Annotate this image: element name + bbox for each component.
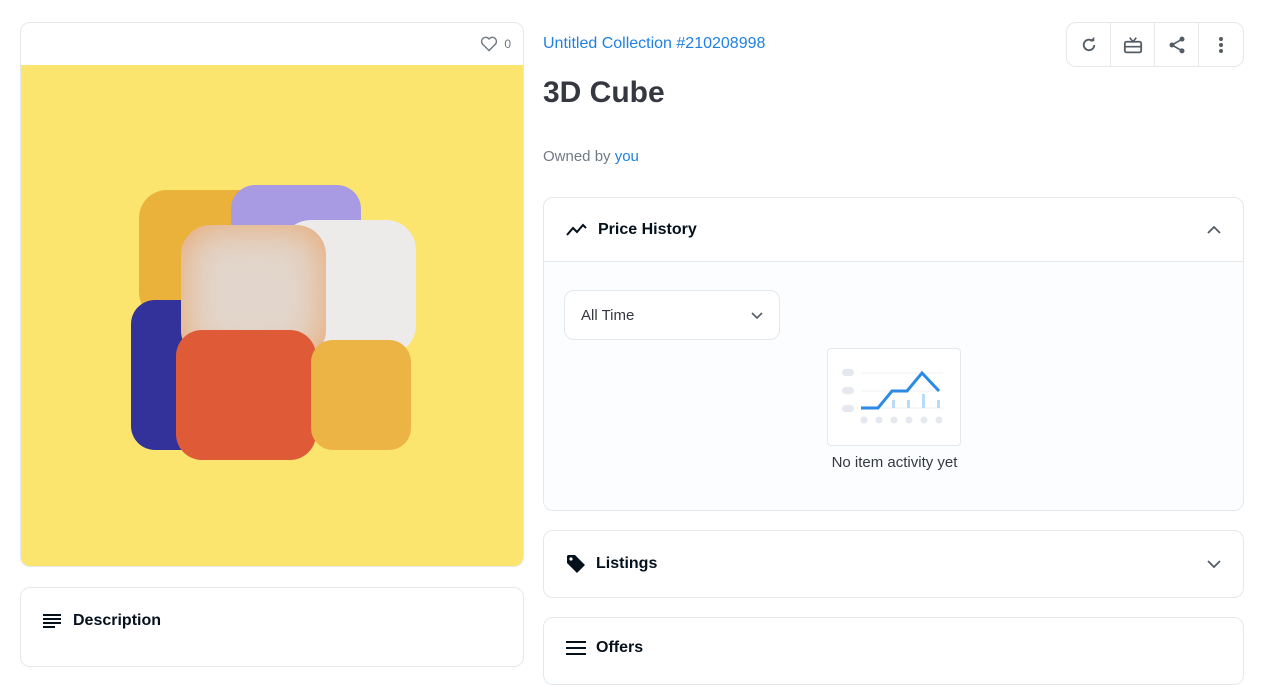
tag-icon (567, 555, 585, 573)
more-button[interactable] (1199, 23, 1243, 66)
price-history-panel: Price History All Time No item activity … (543, 197, 1244, 511)
more-icon (1219, 36, 1223, 53)
item-toolbar (1066, 22, 1244, 67)
item-image-card: 0 (20, 22, 524, 567)
heart-icon[interactable] (480, 36, 498, 52)
chevron-up-icon[interactable] (1207, 225, 1221, 234)
listings-title: Listings (596, 555, 658, 572)
price-history-title: Price History (598, 220, 697, 238)
gift-icon (1123, 36, 1142, 53)
listings-panel[interactable]: Listings (543, 530, 1244, 598)
share-icon (1169, 36, 1184, 53)
list-icon (566, 641, 586, 655)
share-button[interactable] (1155, 23, 1199, 66)
description-title: Description (73, 612, 162, 629)
chevron-down-icon (1207, 560, 1221, 568)
trending-icon (566, 223, 587, 236)
description-icon (43, 614, 61, 628)
offers-title: Offers (596, 639, 644, 656)
owned-by-label: Owned by (543, 148, 611, 165)
price-history-header[interactable]: Price History (544, 198, 1243, 262)
time-range-value: All Time (581, 306, 635, 324)
empty-chart-illustration (827, 348, 961, 446)
collection-link[interactable]: Untitled Collection #210208998 (543, 35, 766, 52)
owner-line: Owned by you (543, 148, 639, 165)
time-range-select[interactable]: All Time (564, 290, 780, 340)
item-image[interactable] (21, 65, 523, 566)
like-count: 0 (504, 37, 511, 51)
owner-link[interactable]: you (614, 148, 639, 165)
transfer-button[interactable] (1111, 23, 1155, 66)
offers-panel[interactable]: Offers (543, 617, 1244, 685)
item-title: 3D Cube (543, 76, 665, 109)
description-panel[interactable]: Description (20, 587, 524, 667)
chevron-down-icon (751, 311, 763, 319)
refresh-icon (1082, 36, 1095, 51)
refresh-button[interactable] (1067, 23, 1111, 66)
empty-state-text: No item activity yet (831, 454, 958, 471)
